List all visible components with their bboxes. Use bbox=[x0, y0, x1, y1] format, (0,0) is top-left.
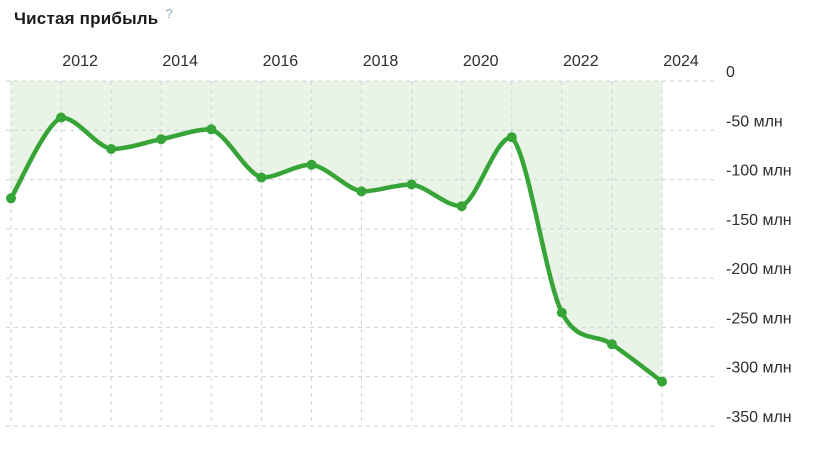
data-point-2019[interactable] bbox=[406, 179, 417, 190]
y-axis-label: -150 млн bbox=[726, 212, 792, 229]
x-axis-label-2022: 2022 bbox=[563, 53, 599, 70]
data-point-2024[interactable] bbox=[657, 376, 667, 387]
data-point-2018[interactable] bbox=[356, 186, 367, 197]
y-axis-label: -50 млн bbox=[726, 113, 783, 130]
chart-header: Чистая прибыль? bbox=[14, 6, 173, 29]
data-point-2015[interactable] bbox=[206, 124, 217, 135]
data-point-2012[interactable] bbox=[56, 112, 67, 123]
x-axis-label-2018: 2018 bbox=[363, 53, 399, 70]
x-axis-label-2020: 2020 bbox=[463, 53, 499, 70]
data-point-2017[interactable] bbox=[306, 159, 317, 170]
area-fill bbox=[11, 81, 662, 382]
data-point-2013[interactable] bbox=[106, 144, 117, 154]
data-point-2021[interactable] bbox=[506, 132, 517, 143]
x-axis-label-2012: 2012 bbox=[62, 53, 98, 70]
y-axis-label: -100 млн bbox=[726, 163, 792, 180]
x-axis-label-2014: 2014 bbox=[162, 53, 198, 70]
help-icon[interactable]: ? bbox=[165, 6, 173, 21]
data-point-2011[interactable] bbox=[6, 193, 16, 204]
x-axis-label-2016: 2016 bbox=[263, 53, 299, 70]
y-axis-label: 0 bbox=[726, 64, 735, 81]
y-axis-label: -250 млн bbox=[726, 310, 792, 327]
data-point-2022[interactable] bbox=[556, 307, 567, 318]
y-axis-label: -350 млн bbox=[726, 409, 792, 426]
y-axis-label: -300 млн bbox=[726, 360, 792, 377]
data-point-2020[interactable] bbox=[456, 201, 467, 212]
data-point-2016[interactable] bbox=[256, 172, 267, 183]
data-point-2023[interactable] bbox=[606, 339, 617, 350]
x-axis-label-2024: 2024 bbox=[663, 53, 699, 70]
chart-title: Чистая прибыль bbox=[14, 9, 159, 28]
y-axis-label: -200 млн bbox=[726, 261, 792, 278]
data-point-2014[interactable] bbox=[156, 134, 167, 145]
